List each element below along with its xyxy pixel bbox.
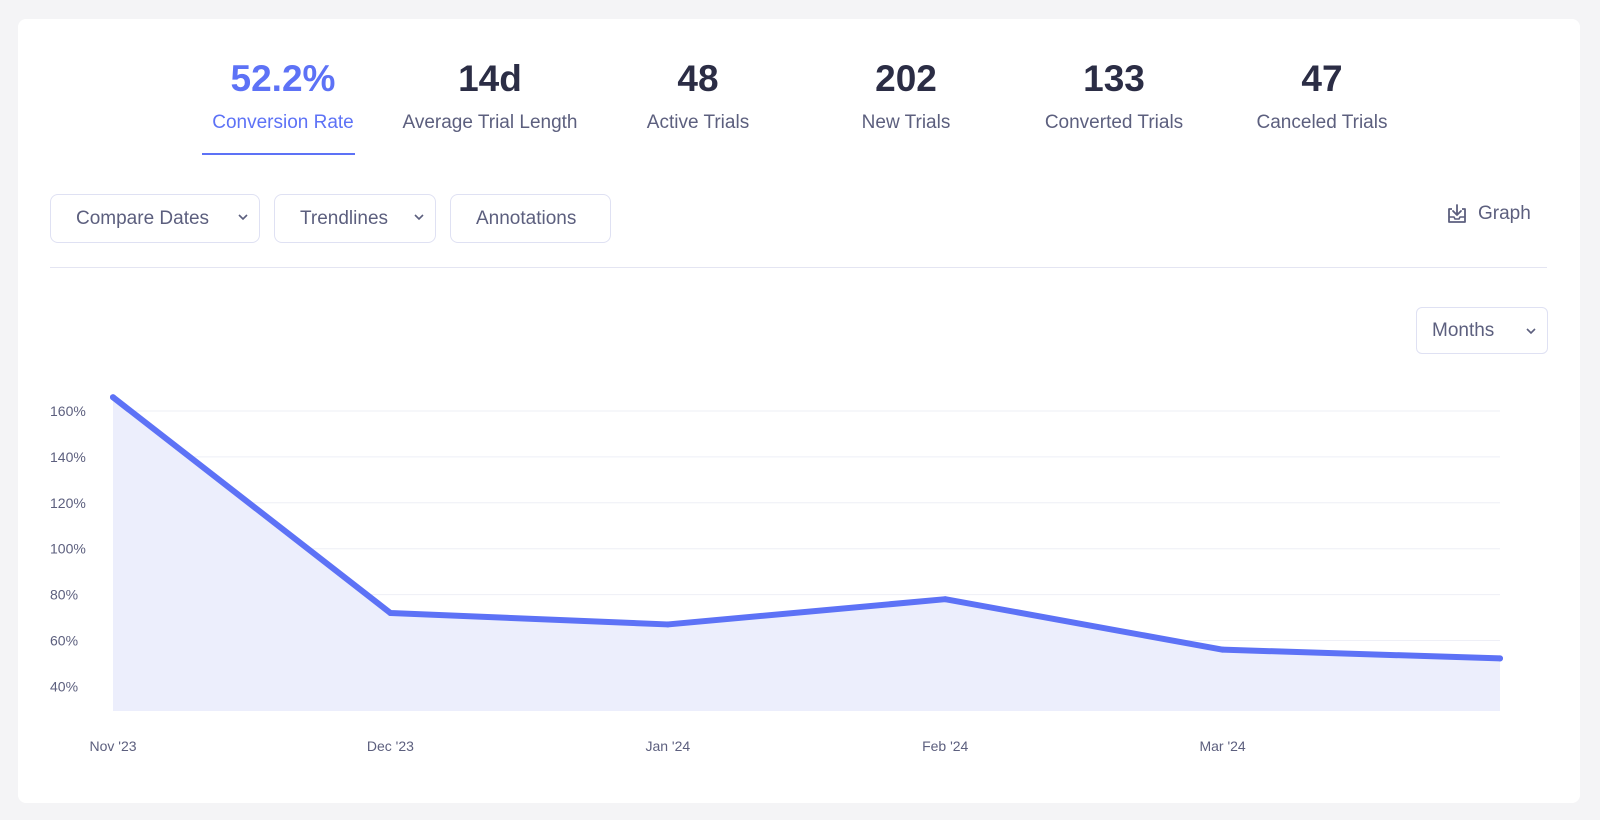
metric-label: Conversion Rate [212,112,354,133]
period-select[interactable]: Months [1416,307,1548,354]
period-select-value: Months [1432,319,1495,341]
chevron-down-icon [1526,328,1536,335]
chevron-down-icon [414,214,424,221]
x-tick-label: Jan '24 [645,738,690,754]
y-tick-label: 160% [50,403,86,419]
y-tick-label: 140% [50,449,86,465]
data-point [1219,646,1226,653]
metric-value: 133 [1083,58,1145,99]
x-tick-label: Nov '23 [89,738,136,754]
y-tick-label: 120% [50,495,86,511]
toolbar-divider [50,267,1547,268]
y-tick-label: 60% [50,633,78,649]
metric-canceled-trials[interactable]: 47 Canceled Trials [1222,57,1422,135]
metric-value: 48 [677,58,719,99]
y-tick-label: 100% [50,541,86,557]
series-line [110,394,1503,662]
annotations-button[interactable]: Annotations [450,194,611,243]
metric-conversion-rate[interactable]: 52.2% Conversion Rate [183,57,383,135]
graph-label: Graph [1478,203,1531,224]
annotations-label: Annotations [476,207,577,229]
metric-label: Canceled Trials [1256,112,1388,133]
active-metric-indicator [202,153,355,155]
y-tick-label: 80% [50,587,78,603]
data-point [110,394,116,401]
graph-download-button[interactable]: Graph [1446,203,1531,225]
data-point [664,621,671,628]
x-tick-label: Mar '24 [1199,738,1245,754]
download-icon [1448,204,1466,223]
metric-active-trials[interactable]: 48 Active Trials [598,57,798,135]
trendlines-label: Trendlines [300,207,389,229]
x-tick-label: Dec '23 [367,738,414,754]
metric-value: 14d [458,58,522,99]
metric-converted-trials[interactable]: 133 Converted Trials [1014,57,1214,135]
metric-new-trials[interactable]: 202 New Trials [806,57,1006,135]
metric-label: Average Trial Length [402,112,578,133]
analytics-card: 52.2% Conversion Rate 14d Average Trial … [18,19,1580,803]
data-point [942,596,949,603]
metric-label: New Trials [861,112,951,133]
chevron-down-icon [238,214,248,221]
metric-value: 47 [1301,58,1343,99]
data-point [387,609,394,616]
metric-value: 202 [875,58,937,99]
metric-average-trial-length[interactable]: 14d Average Trial Length [390,57,590,135]
x-tick-label: Feb '24 [922,738,968,754]
conversion-rate-chart: 40% 60% 80% 100% 120% 140% 160% Nov '23 Dec '23 J… [50,394,1503,754]
y-tick-label: 40% [50,678,78,694]
trendlines-dropdown[interactable]: Trendlines [274,194,436,243]
data-point [1497,655,1503,662]
series-area [113,397,1500,711]
metric-value: 52.2% [230,58,336,99]
compare-dates-label: Compare Dates [76,207,210,229]
metric-label: Active Trials [646,112,750,133]
metric-label: Converted Trials [1044,112,1184,133]
compare-dates-dropdown[interactable]: Compare Dates [50,194,260,243]
